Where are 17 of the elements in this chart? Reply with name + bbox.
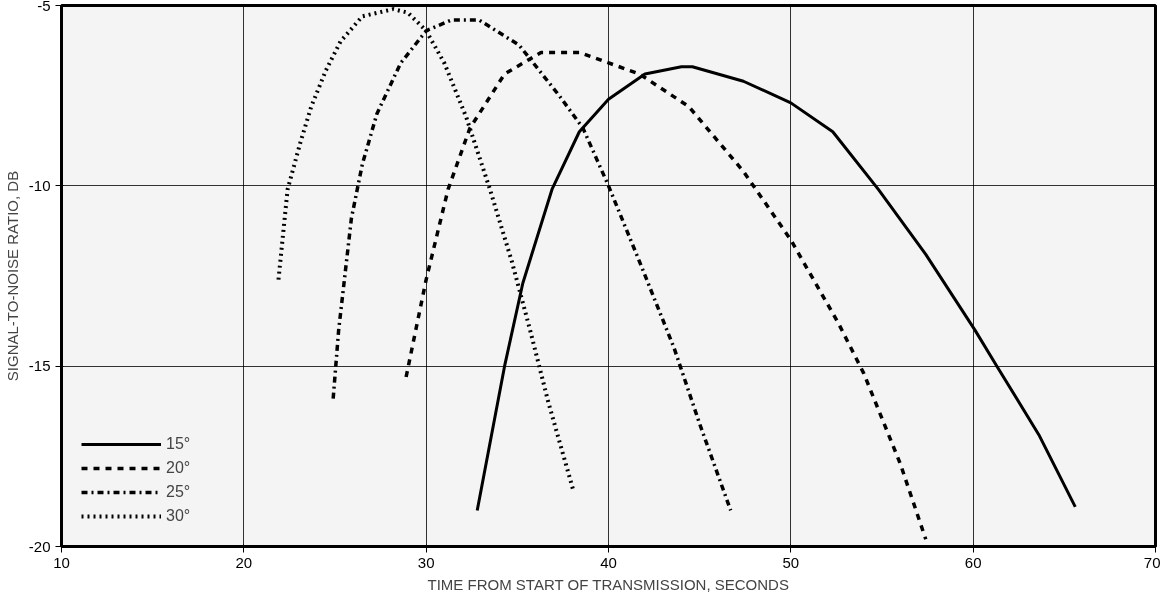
y-tick-label: -15 — [28, 357, 51, 375]
y-tick-label: -10 — [28, 176, 51, 194]
y-axis-title: SIGNAL-TO-NOISE RATIO, DB — [3, 170, 21, 382]
x-tick-label: 60 — [964, 553, 982, 571]
x-axis-title: TIME FROM START OF TRANSMISSION, SECONDS — [427, 575, 789, 593]
x-tick-label: 20 — [235, 553, 253, 571]
legend-label: 15° — [166, 435, 191, 453]
legend-label: 25° — [166, 483, 191, 501]
x-tick-label: 50 — [782, 553, 800, 571]
y-tick-label: -20 — [28, 537, 51, 555]
legend-label: 30° — [166, 507, 191, 525]
y-tick-label: -5 — [37, 0, 51, 14]
x-tick-label: 30 — [417, 553, 435, 571]
x-tick-label: 40 — [600, 553, 617, 571]
x-tick-label: 70 — [1143, 553, 1161, 571]
legend-label: 20° — [166, 459, 191, 477]
x-tick-label: 10 — [53, 553, 70, 571]
